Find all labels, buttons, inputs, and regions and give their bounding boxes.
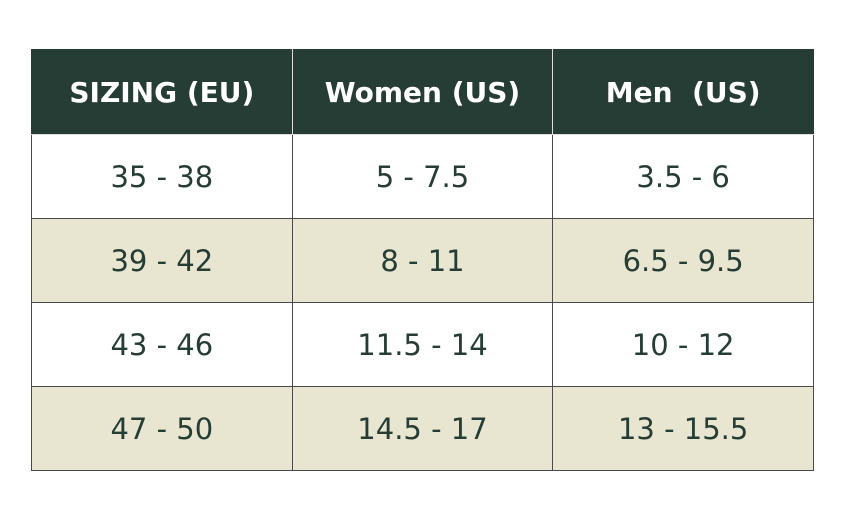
cell: 6.5 - 9.5 (552, 218, 814, 303)
row: 39 - 42 8 - 11 6.5 - 9.5 (31, 218, 814, 303)
header-cell: SIZING (EU) (31, 49, 293, 135)
cell: 14.5 - 17 (291, 386, 554, 471)
header-cell: Men (US) (552, 49, 814, 135)
cell: 5 - 7.5 (291, 134, 554, 219)
cell: 39 - 42 (31, 218, 293, 303)
cell: 8 - 11 (291, 218, 554, 303)
cell: 11.5 - 14 (291, 302, 554, 387)
cell: 3.5 - 6 (552, 134, 814, 219)
cell: 13 - 15.5 (552, 386, 814, 471)
cell: 47 - 50 (31, 386, 293, 471)
size-table: SIZING (EU) Women (US) Men (US) 35 - 38 5 - … (31, 49, 814, 471)
header-cell: Women (US) (291, 49, 554, 135)
row: 43 - 46 11.5 - 14 10 - 12 (31, 302, 814, 387)
cell: 35 - 38 (31, 134, 293, 219)
cell: 43 - 46 (31, 302, 293, 387)
row: 35 - 38 5 - 7.5 3.5 - 6 (31, 134, 814, 219)
cell: 10 - 12 (552, 302, 814, 387)
row: 47 - 50 14.5 - 17 13 - 15.5 (31, 386, 814, 471)
header-row: SIZING (EU) Women (US) Men (US) (31, 49, 814, 135)
